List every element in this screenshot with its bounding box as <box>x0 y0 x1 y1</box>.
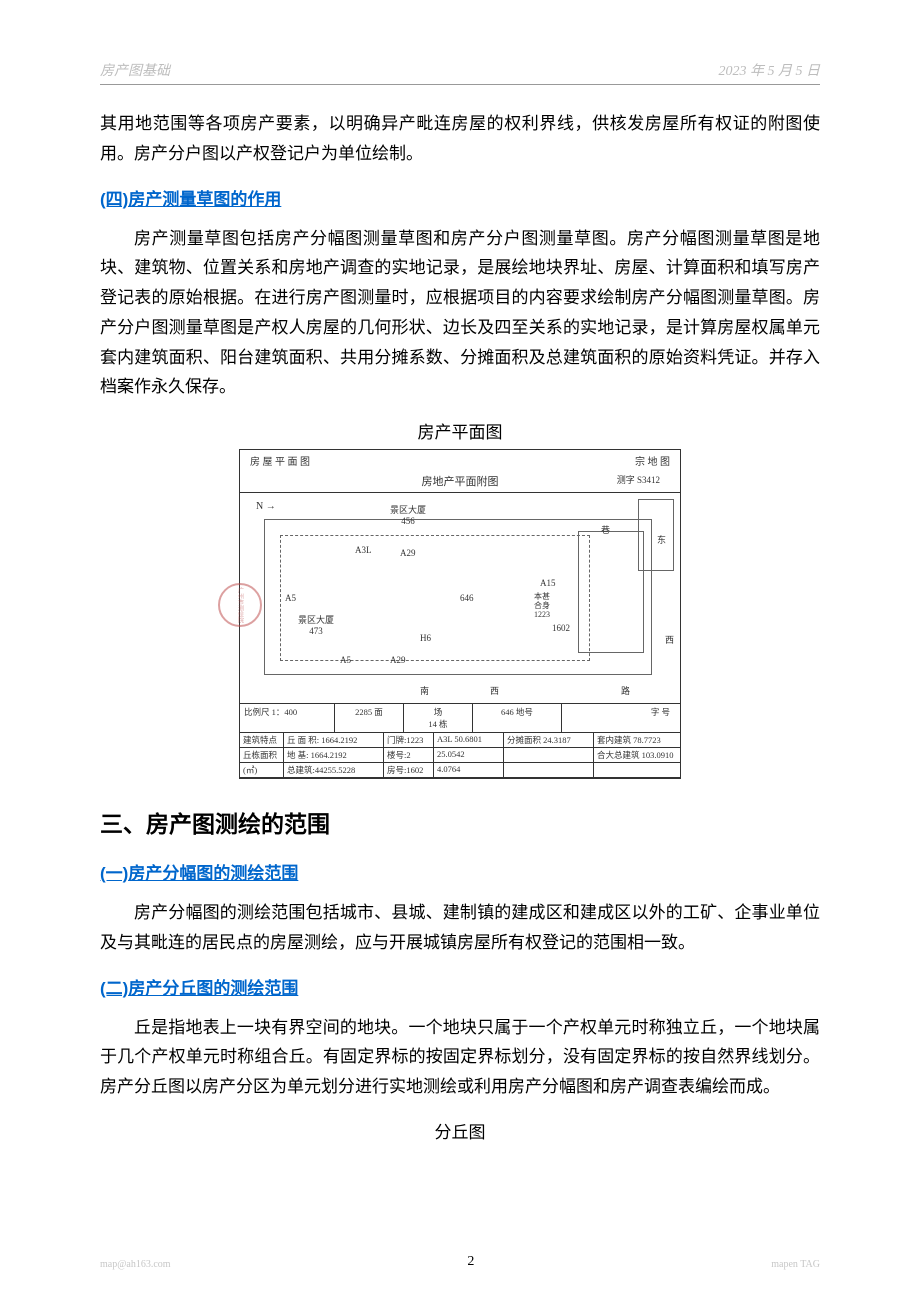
grid-r1c1: 建筑特点 <box>240 733 284 748</box>
figure-data-grid: 建筑特点 丘 面 积: 1664.2192 门牌:1223 A3L 50.680… <box>240 733 680 778</box>
property-plan-figure: 房 屋 平 面 图 宗 地 图 房地产平面附图 测字 S3412 广州市测绘院 … <box>239 449 681 779</box>
label-1602: 1602 <box>552 623 570 633</box>
label-a29-bot: A29 <box>390 655 406 665</box>
grid-r3c2: 总建筑:44255.5228 <box>284 763 384 778</box>
label-1223: 本甚 合身 1223 <box>534 593 550 619</box>
figure-title-1: 房产平面图 <box>100 418 820 443</box>
label-west-bottom: 西 <box>490 684 499 697</box>
grid-r2c4: 25.0542 <box>434 748 504 763</box>
label-a29-top: A29 <box>400 548 416 558</box>
label-bldg-b: 景区大厦 473 <box>298 613 334 636</box>
heading-chapter-3: 三、房产图测绘的范围 <box>100 805 820 839</box>
label-a3l: A3L <box>355 545 372 555</box>
figure-header-left: 房 屋 平 面 图 <box>250 453 310 468</box>
label-jie: 巷 <box>601 523 610 536</box>
grid-r3c5 <box>504 763 594 778</box>
heading-section-3-1: (一)房产分幅图的测绘范围 <box>100 859 820 884</box>
label-a5-bot: A5 <box>340 655 351 665</box>
header-left: 房产图基础 <box>100 60 170 80</box>
grid-r2c6: 合大总建筑 103.0910 <box>594 748 680 763</box>
figure-titlebar: 房地产平面附图 测字 S3412 <box>240 471 680 493</box>
label-lu: 路 <box>621 684 630 697</box>
grid-r1c2: 丘 面 积: 1664.2192 <box>284 733 384 748</box>
figure-drawing-area: 广州市测绘院 N → 景区大厦 456 景区大厦 473 A5 A3L A29 … <box>240 493 680 704</box>
page-header: 房产图基础 2023 年 5 月 5 日 <box>100 60 820 85</box>
grid-r3c4: 4.0764 <box>434 763 504 778</box>
heading-section-3-2: (二)房产分丘图的测绘范围 <box>100 974 820 999</box>
figure-survey-no: 测字 S3412 <box>617 473 660 486</box>
figure-header-right: 宗 地 图 <box>635 453 670 468</box>
figure-header: 房 屋 平 面 图 宗 地 图 <box>240 450 680 471</box>
north-arrow: N → <box>256 501 276 512</box>
grid-r3c1: (㎡) <box>240 763 284 778</box>
label-bldg-a: 景区大厦 456 <box>390 503 426 526</box>
footer-email: map@ah163.com <box>100 1259 171 1270</box>
scale-label: 比例尺 1：400 <box>240 704 335 732</box>
grid-r1c6: 套内建筑 78.7723 <box>594 733 680 748</box>
heading-section-4: (四)房产测量草图的作用 <box>100 185 820 210</box>
grid-r2c5 <box>504 748 594 763</box>
grid-r3c6 <box>594 763 680 778</box>
footer-tag: mapen TAG <box>771 1259 820 1270</box>
paragraph-continuation: 其用地范围等各项房产要素，以明确异产毗连房屋的权利界线，供核发房屋所有权证的附图… <box>100 109 820 169</box>
label-west-right: 西 <box>665 633 674 646</box>
paragraph-scope-1: 房产分幅图的测绘范围包括城市、县城、建制镇的建成区和建成区以外的工矿、企事业单位… <box>100 898 820 958</box>
label-h6: H6 <box>420 633 431 643</box>
page-number: 2 <box>467 1254 474 1270</box>
compound-block <box>578 531 644 653</box>
figure-title-2: 分丘图 <box>100 1118 820 1143</box>
grid-r2c1: 丘栋面积 <box>240 748 284 763</box>
official-seal: 广州市测绘院 <box>218 583 262 627</box>
grid-r2c2: 地 基: 1664.2192 <box>284 748 384 763</box>
page-footer: map@ah163.com 2 mapen TAG <box>100 1254 820 1270</box>
figure-scale-row: 比例尺 1：400 2285 面 场 14 栋 646 地号 字 号 <box>240 704 680 733</box>
grid-r1c5: 分摊面积 24.3187 <box>504 733 594 748</box>
scale-c4: 646 地号 <box>473 704 562 732</box>
label-east: 东 <box>657 533 666 546</box>
label-a15: A15 <box>540 578 556 588</box>
grid-r1c3: 门牌:1223 <box>384 733 434 748</box>
label-646: 646 <box>460 593 474 603</box>
paragraph-survey-sketch: 房产测量草图包括房产分幅图测量草图和房产分户图测量草图。房产分幅图测量草图是地块… <box>100 224 820 403</box>
document-page: 房产图基础 2023 年 5 月 5 日 其用地范围等各项房产要素，以明确异产毗… <box>0 0 920 1302</box>
grid-r1c4: A3L 50.6801 <box>434 733 504 748</box>
scale-c5: 字 号 <box>562 704 680 732</box>
label-a5-left: A5 <box>285 593 296 603</box>
figure-container: 房 屋 平 面 图 宗 地 图 房地产平面附图 测字 S3412 广州市测绘院 … <box>100 449 820 779</box>
paragraph-scope-2: 丘是指地表上一块有界空间的地块。一个地块只属于一个产权单元时称独立丘，一个地块属… <box>100 1013 820 1102</box>
figure-main-title: 房地产平面附图 <box>422 476 499 488</box>
scale-c3: 场 14 栋 <box>404 704 473 732</box>
header-right: 2023 年 5 月 5 日 <box>719 60 821 80</box>
scale-c2: 2285 面 <box>335 704 404 732</box>
label-south: 南 <box>420 684 429 697</box>
grid-r2c3: 楼号:2 <box>384 748 434 763</box>
grid-r3c3: 房号:1602 <box>384 763 434 778</box>
